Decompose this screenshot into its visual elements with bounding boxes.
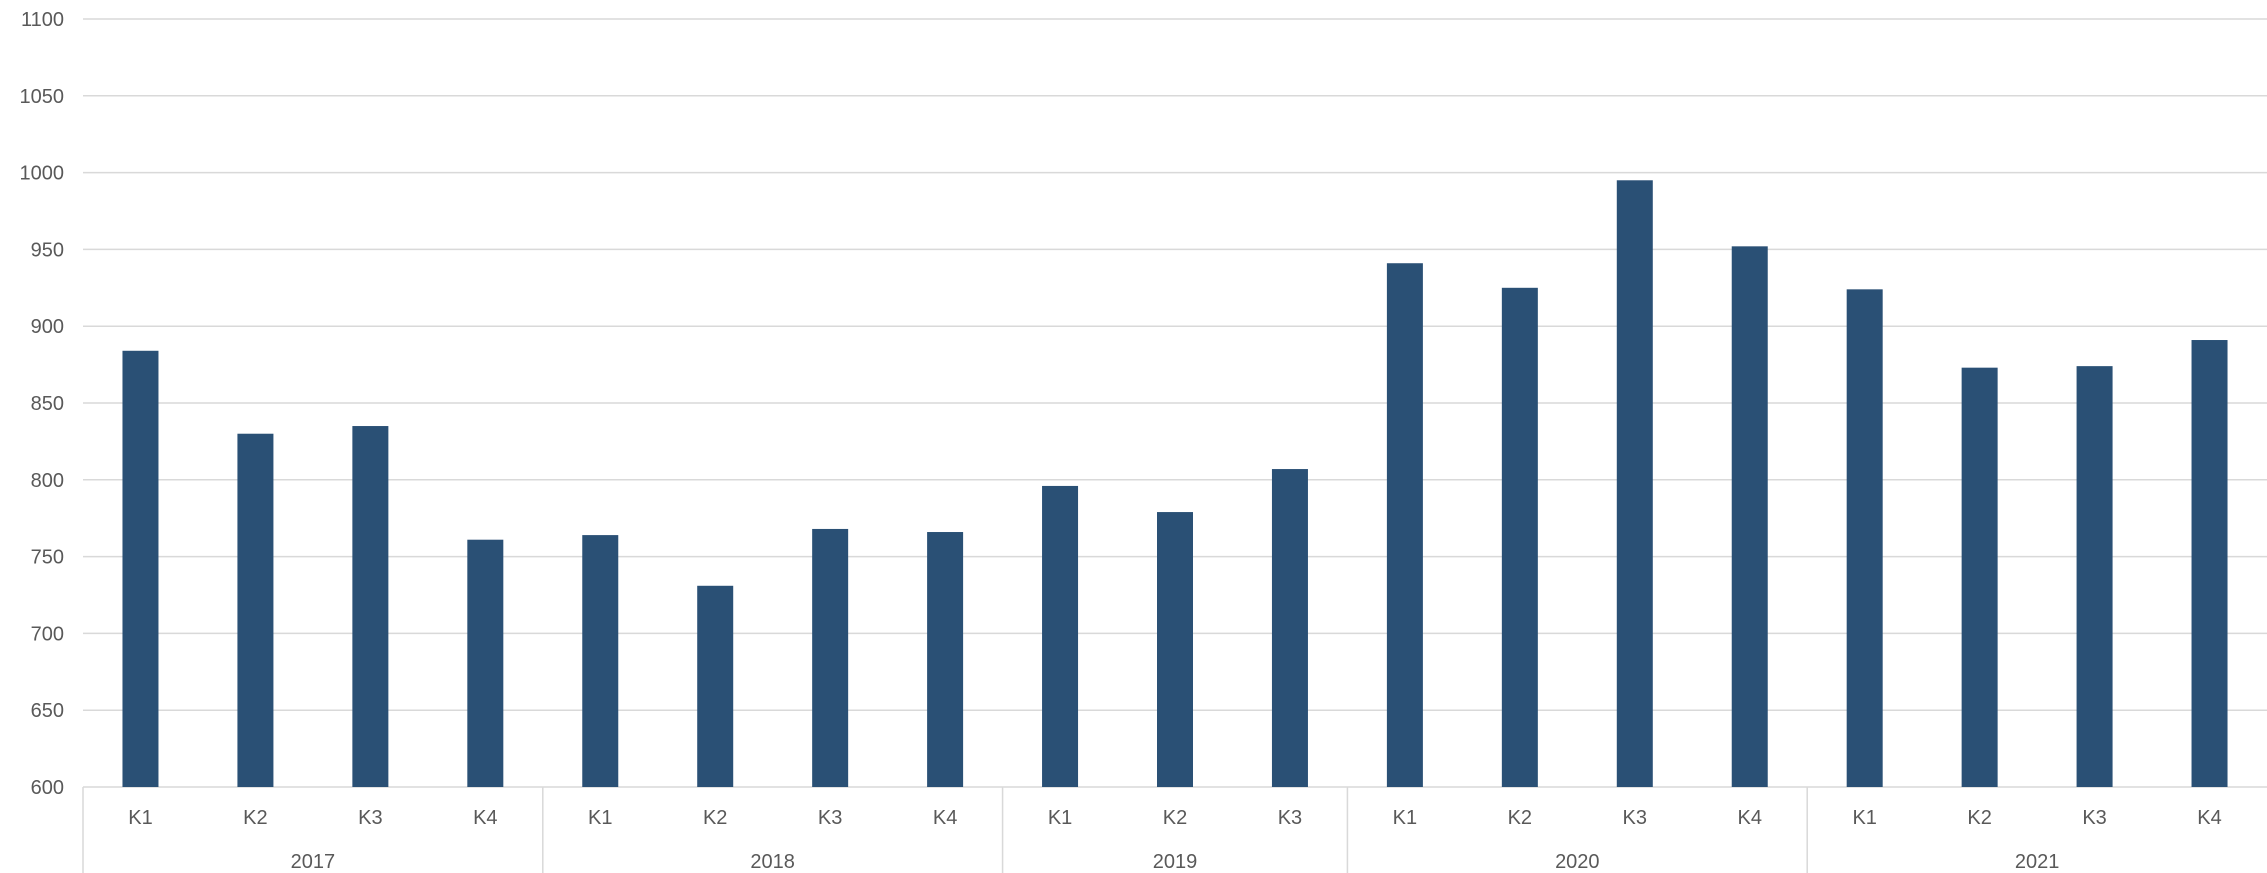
x-category-label: K1 <box>128 807 152 829</box>
bar-2020-K2 <box>1501 287 1538 787</box>
y-axis: 600 650 700 750 800 850 900 950 1000 1050 1100 <box>20 9 65 799</box>
bar-2021-K1 <box>1846 289 1883 787</box>
gridlines <box>83 18 2267 788</box>
y-tick-label: 750 <box>31 547 64 569</box>
x-category-label: K4 <box>933 807 957 829</box>
y-tick-label: 600 <box>31 777 64 799</box>
bar-2017-K2 <box>237 433 274 787</box>
x-category-label: K3 <box>358 807 382 829</box>
y-tick-label: 700 <box>31 623 64 645</box>
x-category-label: K3 <box>1623 807 1647 829</box>
bar-2019-K3 <box>1271 469 1308 787</box>
bar-2019-K2 <box>1157 512 1193 787</box>
y-tick-label: 900 <box>31 316 64 338</box>
bar-2018-K4 <box>927 532 964 787</box>
y-tick-label: 650 <box>31 700 64 722</box>
bar-2018-K1 <box>582 535 619 787</box>
bar-2021-K3 <box>2076 366 2113 787</box>
x-axis: K1 K2 K3 K4 2017 K1 K2 K3 K4 2018 K1 K2 K3 2019 K1 K2 K3… <box>82 787 2222 873</box>
x-group-label: 2020 <box>1555 851 1600 873</box>
x-category-label: K4 <box>2197 807 2221 829</box>
bar-2017-K1 <box>122 350 159 787</box>
x-category-label: K1 <box>588 807 612 829</box>
y-tick-label: 1050 <box>20 86 65 108</box>
bar-2021-K2 <box>1961 367 1998 787</box>
bar-2018-K3 <box>812 528 849 787</box>
x-category-label: K1 <box>1393 807 1417 829</box>
x-group-label: 2018 <box>750 851 795 873</box>
x-category-label: K2 <box>1967 807 1991 829</box>
y-tick-label: 800 <box>31 470 64 492</box>
bar-2020-K1 <box>1386 263 1423 787</box>
bar-2020-K3 <box>1616 180 1653 787</box>
y-tick-label: 1000 <box>20 163 65 185</box>
x-group-label: 2019 <box>1153 851 1198 873</box>
x-category-label: K4 <box>473 807 497 829</box>
x-group-label: 2021 <box>2015 851 2060 873</box>
x-category-label: K2 <box>243 807 267 829</box>
y-tick-label: 950 <box>31 239 64 261</box>
bar-2017-K3 <box>352 426 389 787</box>
bars <box>122 180 2228 787</box>
x-category-label: K3 <box>818 807 842 829</box>
bar-2021-K4 <box>2191 340 2228 787</box>
bar-2020-K4 <box>1731 246 1768 787</box>
x-category-label: K3 <box>1278 807 1302 829</box>
x-category-label: K4 <box>1738 807 1762 829</box>
bar-2019-K1 <box>1042 485 1079 787</box>
x-category-label: K3 <box>2082 807 2106 829</box>
bar-2017-K4 <box>467 539 504 787</box>
x-category-label: K2 <box>1163 807 1187 829</box>
x-category-label: K2 <box>703 807 727 829</box>
x-group-label: 2017 <box>291 851 336 873</box>
x-category-label: K1 <box>1048 807 1072 829</box>
bar-2018-K2 <box>697 585 734 787</box>
x-category-label: K1 <box>1852 807 1876 829</box>
x-category-label: K2 <box>1508 807 1532 829</box>
y-tick-label: 850 <box>31 393 64 415</box>
y-tick-label: 1100 <box>21 9 64 31</box>
